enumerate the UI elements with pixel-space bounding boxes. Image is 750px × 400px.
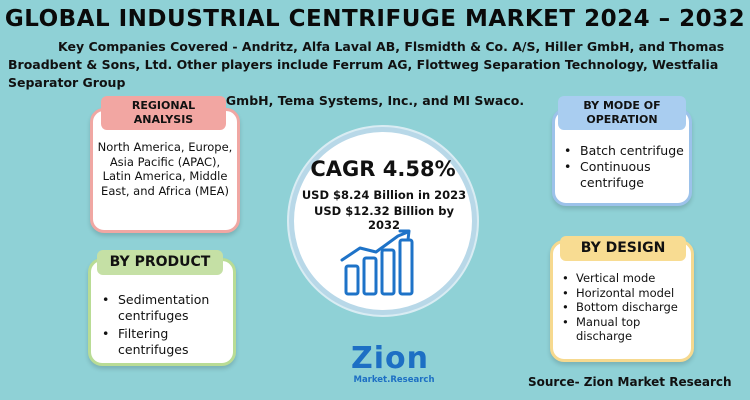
page-title: GLOBAL INDUSTRIAL CENTRIFUGE MARKET 2024… [4,6,746,32]
zion-logo: Zion Market.Research [340,344,450,394]
companies-line-1: Key Companies Covered - Andritz, Alfa La… [8,39,725,90]
list-item: Batch centrifuge [562,143,694,159]
by-mode-list: Batch centrifuge Continuous centrifuge [562,143,694,191]
cagr-value: CAGR 4.58% [310,157,456,181]
source-text: Source- Zion Market Research [528,375,732,389]
list-item: Filtering centrifuges [100,326,230,358]
regional-analysis-text: North America, Europe, Asia Pacific (APA… [97,140,233,198]
by-product-list: Sedimentation centrifuges Filtering cent… [100,292,230,360]
regional-analysis-heading: REGIONAL ANALYSIS [101,96,226,130]
by-mode-heading: BY MODE OF OPERATION [558,96,686,130]
list-item: Bottom discharge [560,300,692,315]
growth-chart-icon [340,229,414,296]
logo-main-text: Zion [350,341,429,376]
key-companies-text: Key Companies Covered - Andritz, Alfa La… [8,38,742,110]
list-item: Continuous centrifuge [562,159,694,191]
list-item: Sedimentation centrifuges [100,292,230,324]
by-product-heading: BY PRODUCT [97,250,223,275]
list-item: Horizontal model [560,286,692,301]
list-item: Vertical mode [560,271,692,286]
market-value-2023: USD $8.24 Billion in 2023 [301,188,467,202]
by-design-heading: BY DESIGN [560,236,686,261]
market-value-2032: USD $12.32 Billion by 2032 [314,204,454,232]
companies-line-2: GmbH, Tema Systems, Inc., and MI Swaco. [225,93,525,108]
list-item: Manual top discharge [560,315,692,344]
logo-sub-text: Market.Research [353,375,435,385]
by-design-list: Vertical mode Horizontal model Bottom di… [560,271,692,344]
